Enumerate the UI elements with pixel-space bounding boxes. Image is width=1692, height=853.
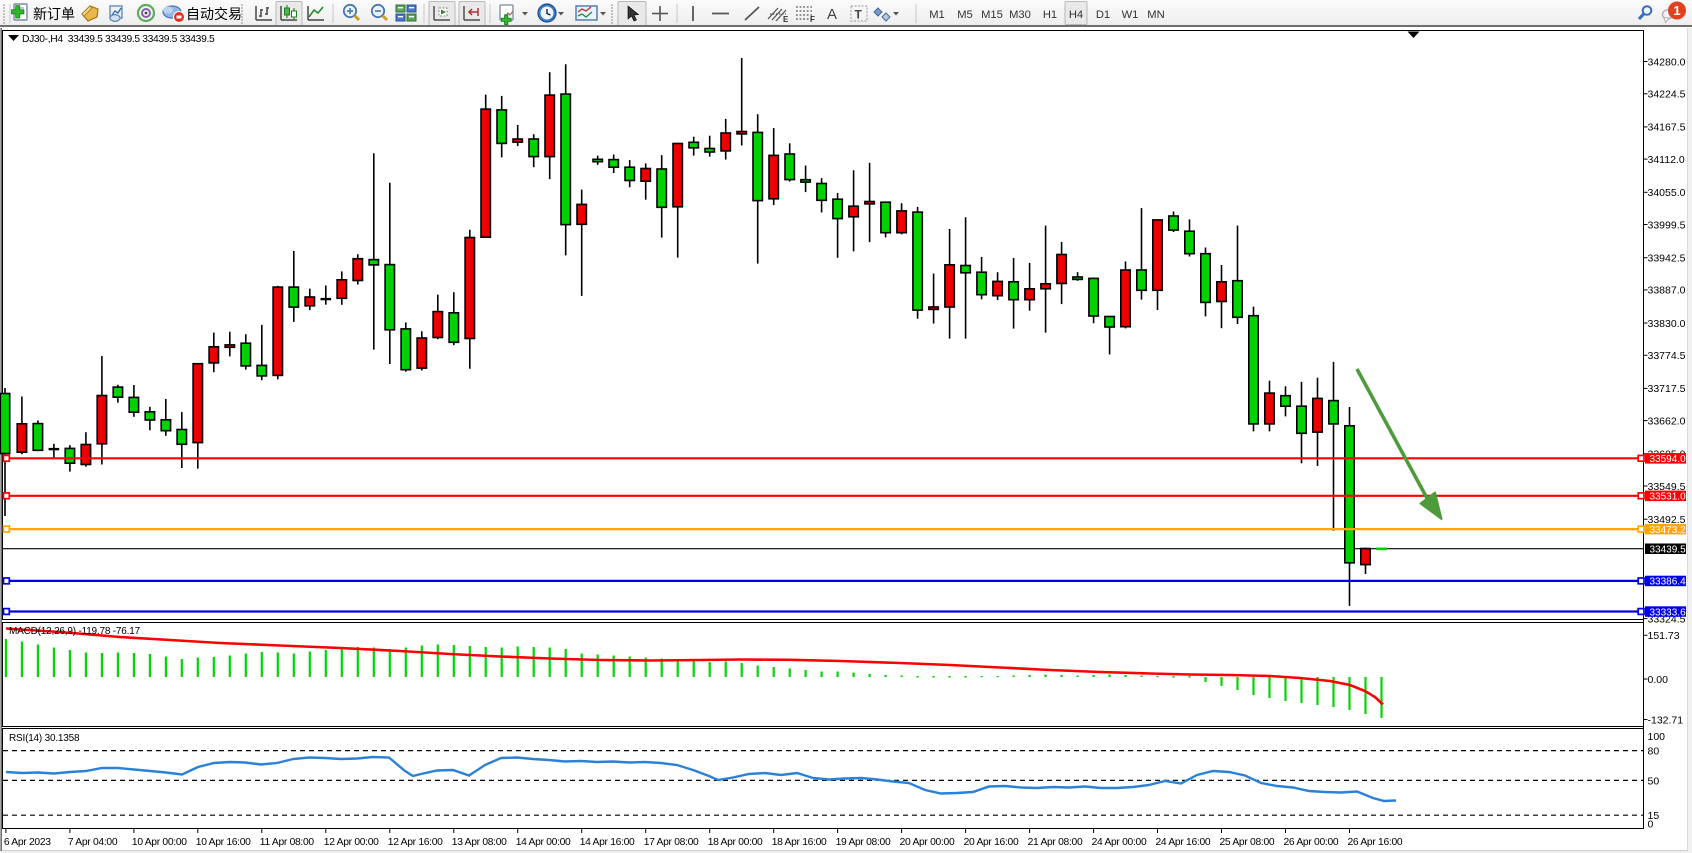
svg-text:-132.71: -132.71 bbox=[1648, 714, 1684, 726]
svg-text:12 Apr 00:00: 12 Apr 00:00 bbox=[324, 837, 379, 848]
svg-text:34055.0: 34055.0 bbox=[1648, 187, 1686, 199]
svg-text:33333.6: 33333.6 bbox=[1650, 607, 1687, 618]
svg-text:1: 1 bbox=[1673, 3, 1680, 18]
svg-text:33774.5: 33774.5 bbox=[1648, 350, 1686, 362]
svg-text:MACD(12,26,9) -119.78 -76.17: MACD(12,26,9) -119.78 -76.17 bbox=[9, 626, 141, 637]
svg-text:H4: H4 bbox=[1069, 9, 1083, 21]
svg-text:M15: M15 bbox=[981, 9, 1003, 21]
svg-text:13 Apr 08:00: 13 Apr 08:00 bbox=[452, 837, 507, 848]
svg-text:M1: M1 bbox=[929, 9, 945, 21]
svg-text:10 Apr 16:00: 10 Apr 16:00 bbox=[196, 837, 251, 848]
svg-text:11 Apr 08:00: 11 Apr 08:00 bbox=[260, 837, 315, 848]
svg-text:33594.0: 33594.0 bbox=[1650, 454, 1687, 465]
svg-text:33531.0: 33531.0 bbox=[1650, 492, 1687, 503]
svg-text:33439.5: 33439.5 bbox=[1650, 545, 1687, 556]
svg-text:24 Apr 16:00: 24 Apr 16:00 bbox=[1156, 837, 1211, 848]
svg-text:0: 0 bbox=[1648, 819, 1654, 831]
svg-text:F: F bbox=[810, 15, 815, 24]
svg-text:34224.5: 34224.5 bbox=[1648, 89, 1686, 101]
svg-text:33999.5: 33999.5 bbox=[1648, 219, 1686, 231]
svg-text:33942.5: 33942.5 bbox=[1648, 253, 1686, 265]
svg-text:33473.2: 33473.2 bbox=[1650, 525, 1687, 536]
svg-text:18 Apr 16:00: 18 Apr 16:00 bbox=[772, 837, 827, 848]
svg-text:14 Apr 16:00: 14 Apr 16:00 bbox=[580, 837, 635, 848]
svg-text:33492.5: 33492.5 bbox=[1648, 514, 1686, 526]
svg-text:17 Apr 08:00: 17 Apr 08:00 bbox=[644, 837, 699, 848]
svg-text:33887.0: 33887.0 bbox=[1648, 285, 1686, 297]
svg-text:0.00: 0.00 bbox=[1648, 674, 1669, 686]
svg-text:10 Apr 00:00: 10 Apr 00:00 bbox=[132, 837, 187, 848]
svg-text:33717.5: 33717.5 bbox=[1648, 383, 1686, 395]
svg-text:12 Apr 16:00: 12 Apr 16:00 bbox=[388, 837, 443, 848]
svg-text:33830.0: 33830.0 bbox=[1648, 318, 1686, 330]
svg-text:34167.5: 34167.5 bbox=[1648, 122, 1686, 134]
svg-text:80: 80 bbox=[1648, 746, 1660, 758]
svg-text:33662.0: 33662.0 bbox=[1648, 415, 1686, 427]
svg-text:H1: H1 bbox=[1043, 9, 1057, 21]
svg-text:26 Apr 16:00: 26 Apr 16:00 bbox=[1348, 837, 1403, 848]
svg-text:100: 100 bbox=[1648, 731, 1666, 743]
svg-text:自动交易: 自动交易 bbox=[186, 6, 242, 22]
svg-text:M30: M30 bbox=[1009, 9, 1031, 21]
svg-text:19 Apr 08:00: 19 Apr 08:00 bbox=[836, 837, 891, 848]
svg-text:34280.0: 34280.0 bbox=[1648, 56, 1686, 68]
svg-text:34112.0: 34112.0 bbox=[1648, 154, 1685, 166]
svg-text:18 Apr 00:00: 18 Apr 00:00 bbox=[708, 837, 763, 848]
svg-text:DJ30-,H4 33439.5 33439.5 3343: DJ30-,H4 33439.5 33439.5 33439.5 33439.5 bbox=[22, 34, 215, 45]
svg-text:MN: MN bbox=[1147, 9, 1164, 21]
svg-text:6 Apr 2023: 6 Apr 2023 bbox=[4, 837, 51, 848]
svg-text:24 Apr 00:00: 24 Apr 00:00 bbox=[1092, 837, 1147, 848]
svg-text:50: 50 bbox=[1648, 775, 1660, 787]
svg-text:15: 15 bbox=[1648, 810, 1660, 822]
svg-text:25 Apr 08:00: 25 Apr 08:00 bbox=[1220, 837, 1275, 848]
svg-text:151.73: 151.73 bbox=[1648, 630, 1680, 642]
svg-text:M5: M5 bbox=[957, 9, 973, 21]
svg-text:W1: W1 bbox=[1122, 9, 1139, 21]
svg-text:26 Apr 00:00: 26 Apr 00:00 bbox=[1284, 837, 1339, 848]
svg-text:T: T bbox=[855, 8, 863, 22]
svg-text:7 Apr 04:00: 7 Apr 04:00 bbox=[68, 837, 118, 848]
svg-text:21 Apr 08:00: 21 Apr 08:00 bbox=[1028, 837, 1083, 848]
svg-text:新订单: 新订单 bbox=[33, 6, 75, 22]
svg-text:20 Apr 16:00: 20 Apr 16:00 bbox=[964, 837, 1019, 848]
svg-text:A: A bbox=[827, 6, 837, 23]
svg-text:14 Apr 00:00: 14 Apr 00:00 bbox=[516, 837, 571, 848]
svg-text:33386.4: 33386.4 bbox=[1650, 577, 1687, 588]
svg-text:33549.5: 33549.5 bbox=[1648, 481, 1686, 493]
svg-text:RSI(14) 30.1358: RSI(14) 30.1358 bbox=[9, 733, 80, 744]
svg-text:D1: D1 bbox=[1096, 9, 1110, 21]
svg-text:20 Apr 00:00: 20 Apr 00:00 bbox=[900, 837, 955, 848]
svg-text:E: E bbox=[783, 15, 789, 24]
